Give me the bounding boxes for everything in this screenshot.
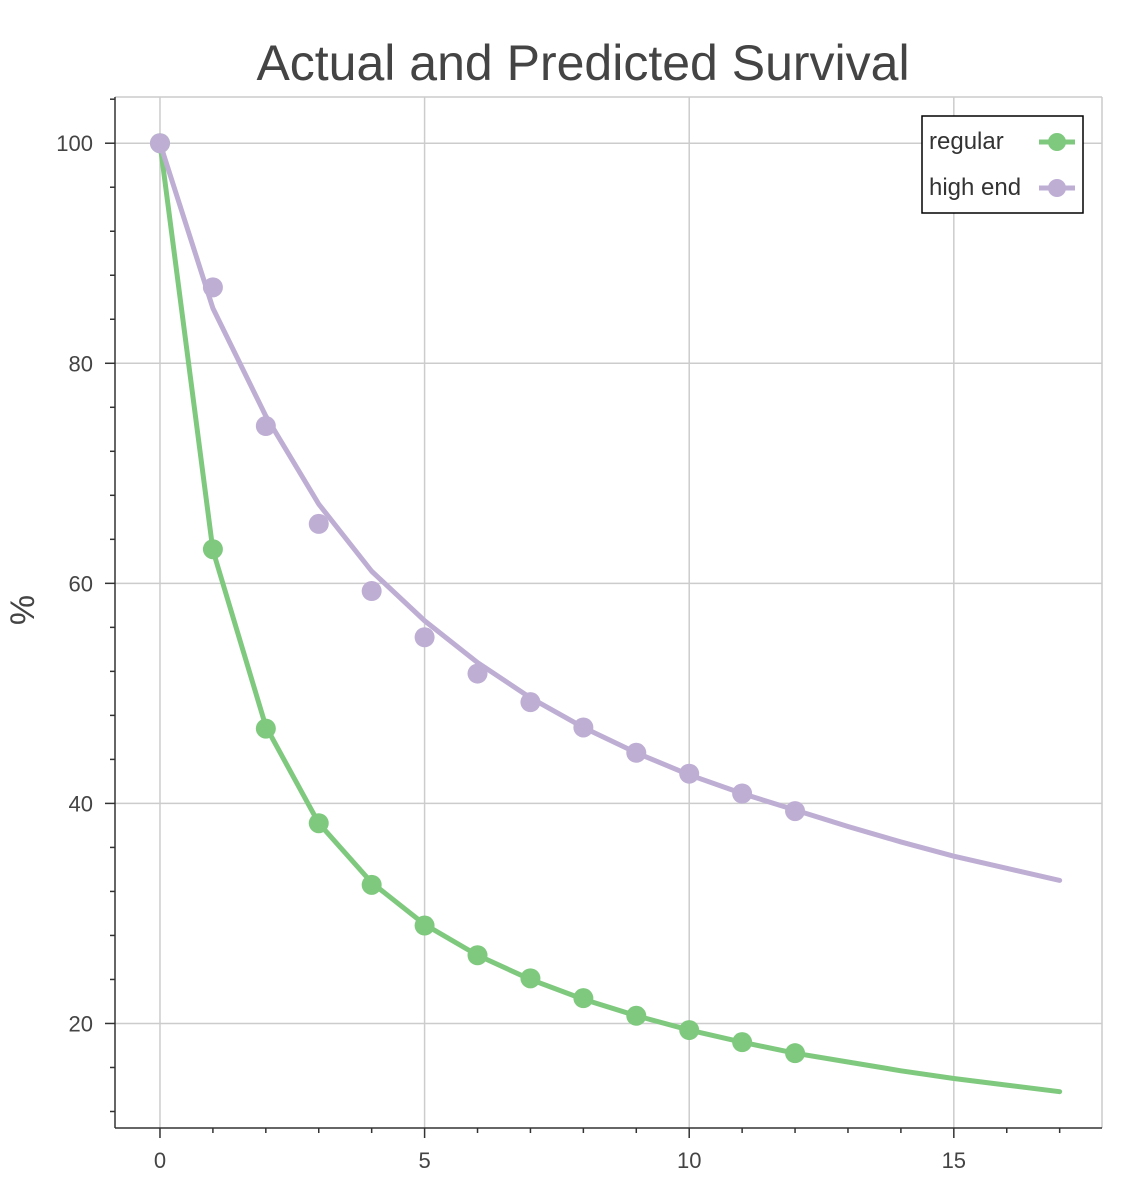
data-point-high-end	[520, 692, 541, 713]
data-point-high-end	[573, 717, 594, 738]
series-line-high-end	[157, 140, 1063, 883]
data-point-high-end	[308, 513, 329, 534]
data-point-high-end	[255, 415, 276, 436]
y-axis-label: %	[4, 595, 42, 625]
data-point-regular	[626, 1005, 647, 1026]
data-point-regular	[732, 1032, 753, 1053]
data-point-regular	[573, 988, 594, 1009]
legend-marker-high-end	[1048, 179, 1066, 197]
y-tick-label: 60	[69, 571, 93, 596]
grid	[115, 96, 1103, 1128]
data-point-high-end	[149, 133, 170, 154]
legend-label-high-end: high end	[929, 174, 1021, 201]
data-point-high-end	[467, 663, 488, 684]
data-point-regular	[679, 1020, 700, 1041]
data-point-high-end	[626, 742, 647, 763]
data-point-high-end	[361, 581, 382, 602]
y-tick-label: 100	[56, 131, 93, 156]
data-point-high-end	[732, 783, 753, 804]
y-tick-label: 40	[69, 791, 93, 816]
data-point-high-end	[202, 277, 223, 298]
data-point-regular	[785, 1043, 806, 1064]
data-point-regular	[520, 968, 541, 989]
data-point-regular	[467, 945, 488, 966]
x-tick-label: 5	[418, 1148, 430, 1173]
legend-marker-regular	[1048, 133, 1066, 151]
x-tick-label: 15	[942, 1148, 966, 1173]
series-line-regular	[157, 140, 1063, 1095]
data-point-regular	[414, 915, 435, 936]
y-tick-label: 80	[69, 351, 93, 376]
legend: regular high end	[921, 115, 1084, 214]
data-point-high-end	[785, 801, 806, 822]
axes: 0 5 10 15 20 40 60 80 100	[56, 97, 1102, 1173]
data-point-regular	[308, 813, 329, 834]
legend-label-regular: regular	[929, 128, 1004, 155]
x-tick-label: 10	[677, 1148, 701, 1173]
data-point-regular	[255, 718, 276, 739]
data-point-high-end	[414, 627, 435, 648]
chart-title: Actual and Predicted Survival	[256, 35, 909, 91]
x-tick-label: 0	[154, 1148, 166, 1173]
y-tick-label: 20	[69, 1011, 93, 1036]
data-point-high-end	[679, 763, 700, 784]
series	[149, 133, 1063, 1095]
data-point-regular	[202, 539, 223, 560]
data-point-regular	[361, 874, 382, 895]
